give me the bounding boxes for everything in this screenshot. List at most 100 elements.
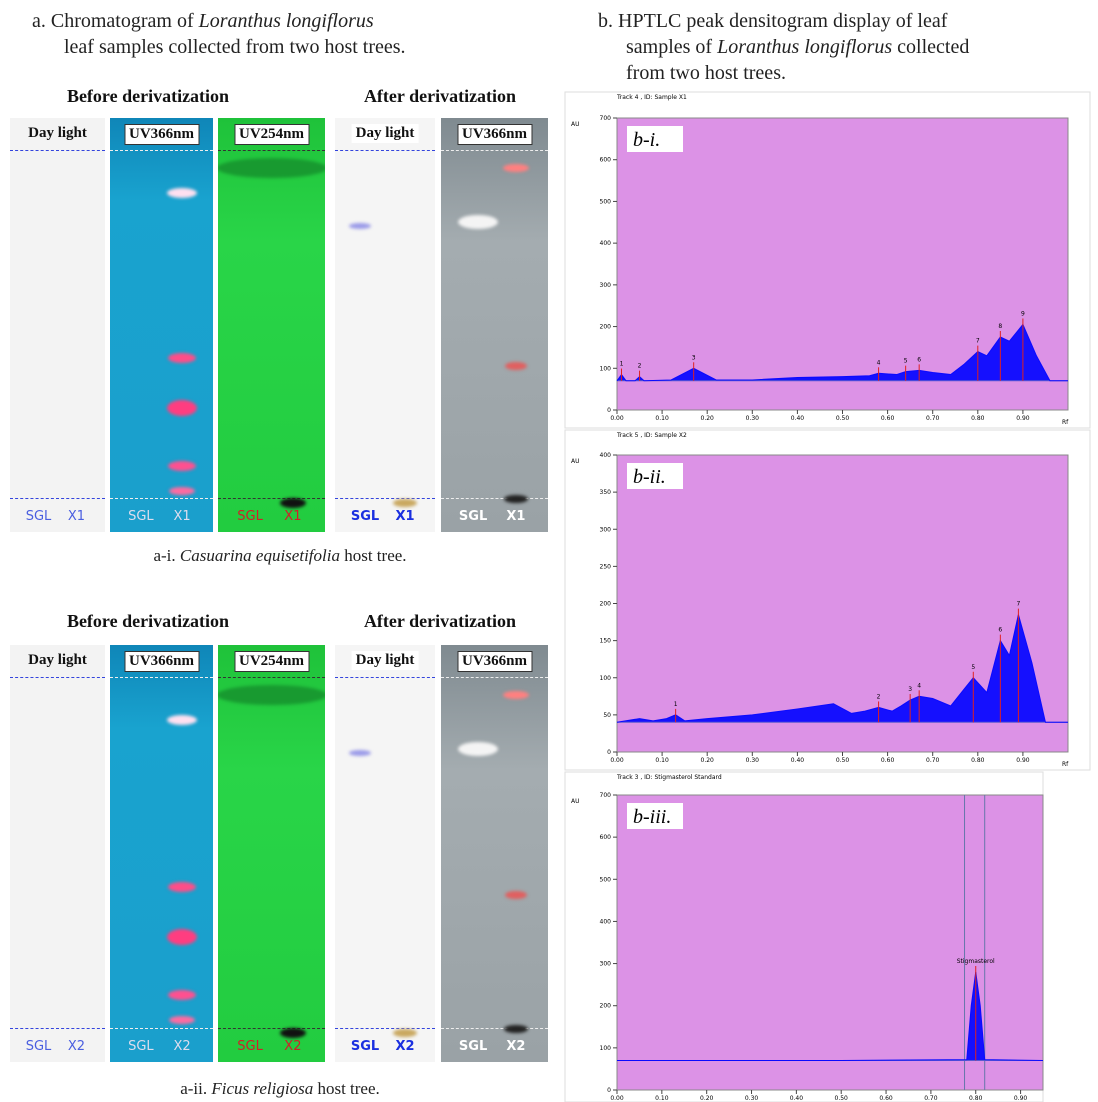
- y-tick-label: 0: [607, 407, 611, 414]
- spot: [349, 750, 371, 756]
- peak-label: 3: [692, 354, 696, 361]
- spot: [167, 715, 197, 725]
- x-tick-label: 0.10: [655, 757, 669, 764]
- spot: [503, 691, 529, 699]
- lane-label: SGL: [459, 509, 487, 524]
- plate-label: Day light: [352, 651, 419, 670]
- lane-label: X2: [284, 1039, 301, 1054]
- caption-text: a-ii.: [180, 1079, 211, 1098]
- x-tick-label: 0.70: [926, 757, 940, 764]
- plate-label: Day light: [24, 124, 91, 143]
- spot: [280, 1028, 306, 1038]
- y-tick-label: 200: [600, 324, 612, 331]
- y-tick-label: 200: [600, 601, 612, 608]
- y-tick-label: 400: [600, 452, 612, 459]
- peak-label: 7: [1016, 601, 1020, 608]
- origin-line: [441, 1028, 548, 1029]
- peak-label: 2: [877, 693, 881, 700]
- chart-header: Track 5 , ID: Sample X2: [616, 432, 687, 439]
- caption-text: Casuarina equisetifolia: [180, 546, 340, 565]
- tlc-plate: Day light SGL X2: [335, 645, 435, 1062]
- y-tick-label: 200: [600, 1003, 612, 1010]
- y-tick-label: 400: [600, 240, 612, 247]
- y-tick-label: 350: [600, 489, 612, 496]
- solvent-front: [110, 150, 213, 151]
- y-axis-label: AU: [571, 798, 580, 805]
- lane-label: X2: [506, 1039, 525, 1054]
- spot: [349, 223, 371, 229]
- spot: [504, 495, 528, 503]
- spot: [218, 158, 325, 178]
- x-tick-label: 0.90: [1016, 757, 1030, 764]
- peak-label: 6: [917, 356, 921, 363]
- x-tick-label: 0.20: [701, 757, 715, 764]
- x-axis-label: Rf: [1062, 761, 1069, 768]
- section-heading: Before derivatization: [67, 86, 229, 107]
- x-tick-label: 0.60: [881, 415, 895, 422]
- peak-label: 1: [674, 701, 678, 708]
- lane-label: X1: [395, 509, 414, 524]
- spot: [505, 362, 527, 370]
- y-axis-label: AU: [571, 458, 580, 465]
- peak-label: 4: [877, 359, 881, 366]
- solvent-front: [10, 150, 105, 151]
- solvent-front: [110, 677, 213, 678]
- y-tick-label: 500: [600, 876, 612, 883]
- x-tick-label: 0.20: [700, 1095, 714, 1102]
- peak-label: 5: [971, 664, 975, 671]
- spot: [169, 487, 195, 495]
- spot: [504, 1025, 528, 1033]
- tlc-plate: UV366nmSGLX2: [441, 645, 548, 1062]
- spot: [167, 188, 197, 198]
- solvent-front: [218, 150, 325, 151]
- x-tick-label: 0.90: [1014, 1095, 1028, 1102]
- caption: a-ii. Ficus religiosa host tree.: [0, 1079, 560, 1099]
- origin-line: [441, 498, 548, 499]
- spot: [505, 891, 527, 899]
- lane-label: SGL: [237, 1039, 263, 1054]
- plate-label: Day light: [24, 651, 91, 670]
- x-tick-label: 0.50: [836, 757, 850, 764]
- lane-label: SGL: [351, 1039, 379, 1054]
- y-tick-label: 300: [600, 282, 612, 289]
- spot: [168, 353, 196, 363]
- solvent-front: [218, 677, 325, 678]
- plate-label: Day light: [352, 124, 419, 143]
- peak-label: 9: [1021, 310, 1025, 317]
- origin-line: [218, 1028, 325, 1029]
- solvent-front: [335, 150, 435, 151]
- y-tick-label: 100: [600, 1045, 612, 1052]
- spot: [458, 215, 498, 229]
- lane-label: X1: [506, 509, 525, 524]
- solvent-front: [335, 677, 435, 678]
- origin-line: [10, 1028, 105, 1029]
- lane-label: SGL: [128, 1039, 154, 1054]
- x-tick-label: 0.40: [791, 415, 805, 422]
- lane-label: X2: [174, 1039, 191, 1054]
- x-tick-label: 0.50: [836, 415, 850, 422]
- plate-label: UV366nm: [457, 124, 532, 145]
- solvent-front: [441, 150, 548, 151]
- plate-label: UV366nm: [124, 124, 199, 145]
- lane-label: X2: [395, 1039, 414, 1054]
- spot: [393, 1029, 417, 1037]
- y-tick-label: 500: [600, 198, 612, 205]
- peak-label: Stigmasterol: [957, 958, 995, 965]
- lane-label: SGL: [26, 509, 52, 524]
- caption: a-i. Casuarina equisetifolia host tree.: [0, 546, 560, 566]
- peak-label: 8: [998, 323, 1002, 330]
- tlc-plate: Day lightSGLX2: [10, 645, 105, 1062]
- section-heading: Before derivatization: [67, 611, 229, 632]
- peak-label: 1: [620, 361, 624, 368]
- lane-label: X1: [284, 509, 301, 524]
- y-tick-label: 600: [600, 834, 612, 841]
- peak-label: 5: [904, 358, 908, 365]
- x-tick-label: 0.10: [655, 1095, 669, 1102]
- y-tick-label: 50: [603, 712, 611, 719]
- x-tick-label: 0.30: [746, 415, 760, 422]
- origin-line: [335, 1028, 435, 1029]
